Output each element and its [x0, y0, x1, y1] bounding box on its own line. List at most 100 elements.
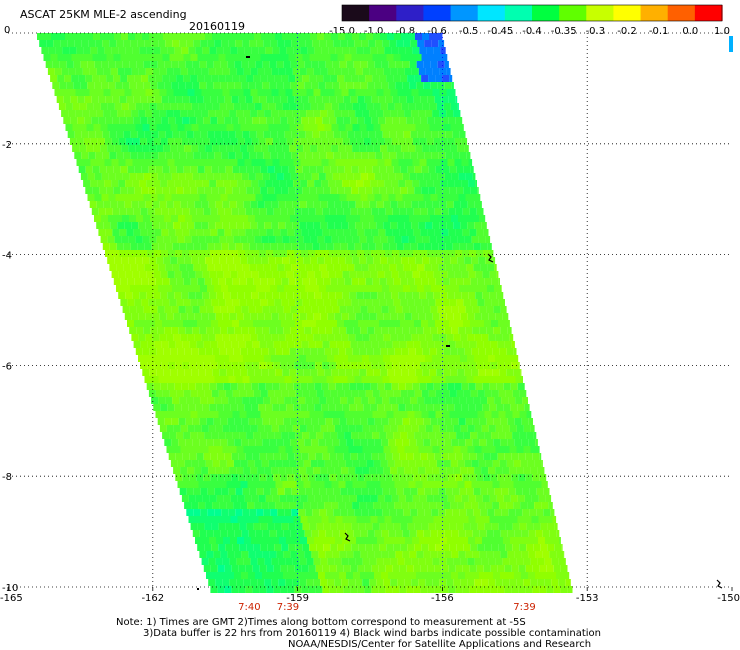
swath-cell	[118, 271, 126, 278]
swath-cell	[465, 194, 473, 201]
swath-cell	[198, 369, 206, 376]
swath-cell	[414, 278, 422, 285]
swath-cell	[204, 166, 212, 173]
swath-cell	[283, 572, 290, 579]
swath-cell	[455, 341, 463, 348]
swath-cell	[324, 481, 332, 488]
swath-cell	[205, 502, 213, 509]
swath-cell	[371, 586, 379, 593]
swath-cell	[409, 572, 416, 579]
swath-cell	[182, 229, 190, 236]
swath-cell	[492, 481, 500, 488]
swath-cell	[446, 110, 454, 117]
swath-cell	[313, 68, 321, 75]
swath-cell	[383, 355, 390, 362]
swath-cell	[198, 348, 206, 355]
swath-cell	[258, 271, 266, 278]
swath-cell	[103, 110, 111, 117]
swath-cell	[468, 180, 476, 187]
swath-cell	[142, 236, 150, 243]
swath-cell	[102, 131, 110, 138]
swath-cell	[567, 586, 573, 593]
swath-cell	[324, 257, 332, 264]
swath-cell	[307, 292, 315, 299]
swath-cell	[173, 467, 181, 474]
colorbar-label: 0.0	[682, 26, 698, 37]
swath-cell	[549, 530, 557, 537]
swath-cell	[502, 467, 510, 474]
swath-cell	[516, 579, 524, 586]
swath-cell	[318, 215, 325, 222]
swath-cell	[141, 299, 149, 306]
swath-cell	[311, 327, 319, 334]
swath-cell	[148, 187, 156, 194]
swath-cell	[317, 481, 325, 488]
swath-cell	[330, 320, 337, 327]
swath-cell	[378, 229, 386, 236]
swath-cell	[188, 138, 196, 145]
swath-cell	[385, 565, 393, 572]
swath-cell	[230, 180, 238, 187]
swath-cell	[446, 446, 454, 453]
swath-cell	[420, 453, 428, 460]
swath-cell	[380, 481, 388, 488]
wind-barb-mark	[246, 56, 250, 58]
swath-cell	[376, 446, 384, 453]
swath-cell	[304, 61, 312, 68]
swath-cell	[448, 362, 456, 369]
swath-cell	[272, 537, 279, 544]
swath-cell	[509, 558, 517, 565]
swath-cell	[341, 313, 349, 320]
swath-cell	[382, 509, 390, 516]
swath-cell	[109, 152, 117, 159]
swath-cell	[421, 523, 429, 530]
swath-cell	[319, 488, 327, 495]
swath-cell	[297, 551, 305, 558]
swath-cell	[544, 579, 552, 586]
swath-cell	[259, 453, 267, 460]
swath-cell	[460, 222, 468, 229]
swath-cell	[283, 327, 291, 334]
swath-cell	[456, 299, 464, 306]
swath-cell	[270, 264, 278, 271]
swath-cell	[112, 208, 120, 215]
swath-cell	[245, 341, 253, 348]
swath-cell	[272, 271, 280, 278]
swath-cell	[89, 89, 97, 96]
swath-cell	[278, 222, 286, 229]
swath-cell	[379, 299, 387, 306]
swath-cell	[407, 187, 415, 194]
swath-cell	[360, 439, 368, 446]
swath-cell	[120, 75, 128, 82]
swath-cell	[409, 194, 417, 201]
swath-cell	[135, 33, 142, 40]
swath-cell	[533, 544, 541, 551]
swath-cell	[492, 460, 500, 467]
swath-cell	[542, 572, 549, 579]
swath-cell	[201, 89, 209, 96]
swath-cell	[398, 180, 406, 187]
swath-cell	[362, 425, 370, 432]
swath-cell	[277, 131, 285, 138]
swath-cell	[431, 40, 439, 47]
swath-cell	[330, 299, 338, 306]
swath-cell	[282, 460, 290, 467]
swath-cell	[323, 390, 331, 397]
swath-cell	[526, 432, 534, 439]
swath-cell	[351, 432, 359, 439]
swath-cell	[341, 446, 349, 453]
swath-cell	[109, 131, 117, 138]
swath-cell	[304, 194, 312, 201]
swath-cell	[493, 439, 501, 446]
swath-cell	[479, 306, 487, 313]
swath-cell	[145, 313, 153, 320]
swath-cell	[95, 40, 103, 47]
swath-cell	[402, 306, 410, 313]
swath-cell	[435, 54, 443, 61]
swath-cell	[332, 194, 340, 201]
swath-cell	[276, 327, 284, 334]
swath-cell	[324, 369, 332, 376]
swath-cell	[276, 82, 284, 89]
swath-cell	[509, 355, 516, 362]
swath-cell	[256, 131, 264, 138]
